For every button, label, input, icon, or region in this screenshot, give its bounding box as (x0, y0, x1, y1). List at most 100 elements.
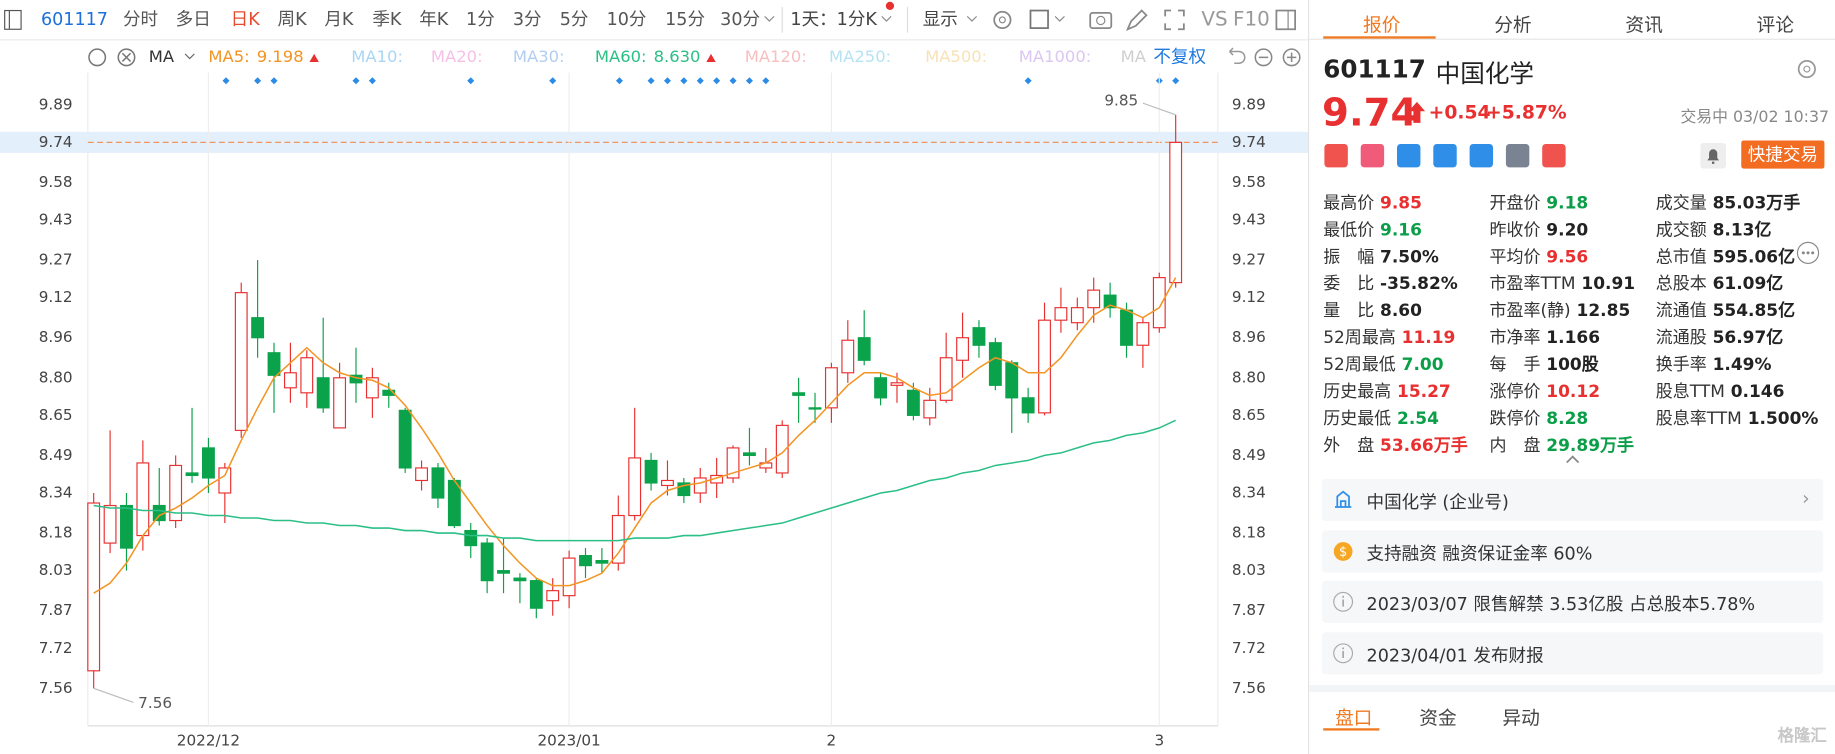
period-tab[interactable]: 10分 (607, 10, 647, 30)
candle-body (726, 447, 740, 479)
range-select[interactable]: 1天：1分K (790, 10, 877, 30)
settings-icon[interactable] (1795, 57, 1818, 80)
bottom-tab[interactable]: 异动 (1502, 707, 1540, 730)
menu-icon[interactable] (4, 9, 22, 30)
notice-row[interactable]: 2023/04/01 发布财报 (1322, 631, 1824, 674)
y-tick-label: 8.80 (39, 368, 73, 386)
event-marker[interactable] (549, 77, 557, 85)
bottom-tab[interactable]: 盘口 (1334, 707, 1373, 730)
ma-label[interactable]: MA (149, 47, 175, 66)
period-tab[interactable]: 季K (372, 10, 402, 30)
period-tab[interactable]: 15分 (665, 10, 705, 30)
feature-icon[interactable] (1469, 144, 1494, 168)
ma-name[interactable]: MA20: (431, 47, 483, 66)
period-tab[interactable]: 1分 (466, 10, 495, 30)
y2-tick-label: 9.43 (1232, 211, 1266, 229)
stat-value: 8.60 (1380, 302, 1422, 321)
event-marker[interactable] (254, 77, 262, 85)
shape-icon[interactable] (1029, 9, 1049, 29)
event-marker[interactable] (368, 77, 376, 85)
period-tab[interactable]: 3分 (513, 10, 542, 30)
event-marker[interactable] (615, 77, 623, 85)
candle-body (1152, 277, 1166, 329)
event-marker[interactable] (663, 77, 671, 85)
feature-icon[interactable] (1397, 144, 1421, 168)
event-marker[interactable] (1172, 77, 1180, 85)
ma-close[interactable] (117, 48, 136, 67)
more-icon[interactable] (1795, 240, 1821, 266)
period-tab[interactable]: 年K (419, 10, 449, 30)
event-marker[interactable] (270, 77, 278, 85)
panel-icon[interactable] (1275, 9, 1297, 31)
notice-row[interactable]: 中国化学 (企业号) › (1322, 478, 1824, 522)
feature-icon[interactable] (1324, 144, 1348, 168)
camera-icon[interactable] (1089, 12, 1113, 29)
candle-body (1169, 141, 1183, 284)
ma-name[interactable]: MA120: (745, 47, 807, 66)
bell-icon[interactable] (1700, 142, 1727, 169)
event-marker[interactable] (647, 77, 655, 85)
stat-row: 历史最高 15.27 (1323, 378, 1450, 403)
feature-icon[interactable] (1433, 144, 1457, 168)
event-marker[interactable] (696, 77, 704, 85)
event-marker[interactable] (352, 77, 360, 85)
period-tab[interactable]: 分时 (123, 10, 158, 30)
event-marker[interactable] (467, 77, 475, 85)
feature-icon[interactable] (1360, 144, 1385, 168)
stat-value: 29.89万手 (1546, 436, 1634, 456)
event-marker[interactable] (729, 77, 737, 85)
ma-name[interactable]: MA60: (595, 47, 647, 66)
up-arrow (1408, 101, 1426, 123)
period-tab[interactable]: 多日 (176, 10, 211, 30)
pencil-icon[interactable] (1126, 9, 1148, 31)
ma-name[interactable]: MA5: (208, 47, 249, 66)
quote-price: 9.74 (1322, 88, 1418, 135)
ma-name[interactable]: MA30: (513, 47, 565, 66)
ma-settings[interactable] (88, 48, 107, 67)
period-tab[interactable]: 5分 (560, 10, 589, 30)
quote-tab[interactable]: 报价 (1363, 14, 1401, 37)
settings-icon[interactable] (993, 10, 1012, 29)
ma-name[interactable]: MA1000: (1019, 47, 1092, 66)
stat-value: 7.00 (1401, 355, 1444, 375)
adjust-toggle[interactable]: 不复权 (1153, 47, 1206, 67)
toolbar-extra[interactable]: F10 (1233, 7, 1270, 30)
ma-name[interactable]: MA (1121, 47, 1147, 66)
ma-name[interactable]: MA250: (829, 47, 891, 66)
bottom-tab[interactable]: 资金 (1419, 707, 1457, 730)
notice-icon: $ (1333, 541, 1353, 561)
feature-icon[interactable] (1505, 144, 1530, 168)
zoom-in[interactable] (1282, 48, 1301, 67)
stat-row: 市盈率TTM 10.91 (1490, 270, 1636, 295)
stat-value: 1.49% (1712, 355, 1772, 375)
period-tab[interactable]: 30分 (720, 10, 760, 30)
notice-row[interactable]: $ 支持融资 融资保证金率 60% (1322, 529, 1824, 572)
period-tab[interactable]: 日K (231, 10, 261, 30)
quote-tab[interactable]: 评论 (1756, 14, 1794, 37)
quote-tab[interactable]: 资讯 (1625, 14, 1663, 37)
feature-icon[interactable] (1542, 144, 1566, 168)
quick-trade-button[interactable]: 快捷交易 (1741, 140, 1825, 169)
notice-row[interactable]: 2023/03/07 限售解禁 3.53亿股 占总股本5.78% (1322, 580, 1824, 623)
display-menu[interactable]: 显示 (923, 10, 958, 30)
event-marker[interactable] (745, 77, 753, 85)
ma-name[interactable]: MA500: (925, 47, 987, 66)
event-marker[interactable] (222, 77, 230, 85)
collapse-caret[interactable] (1564, 453, 1580, 465)
event-marker[interactable] (680, 77, 688, 85)
quote-tab[interactable]: 分析 (1494, 14, 1532, 37)
event-marker[interactable] (713, 77, 721, 85)
expand-icon[interactable] (1164, 9, 1185, 31)
period-tab[interactable]: 周K (278, 10, 308, 30)
stat-label: 振 幅 (1323, 248, 1375, 267)
stock-code[interactable]: 601117 (41, 10, 108, 30)
undo-icon[interactable] (1229, 47, 1246, 64)
stat-label: 历史最低 (1323, 409, 1392, 429)
period-tab[interactable]: 月K (324, 10, 354, 30)
event-marker[interactable] (1024, 77, 1032, 85)
event-marker[interactable] (762, 77, 770, 85)
stat-value: 7.50% (1380, 248, 1439, 267)
ma-name[interactable]: MA10: (351, 47, 403, 66)
toolbar-extra[interactable]: VS (1201, 7, 1227, 30)
zoom-out[interactable] (1254, 48, 1273, 67)
